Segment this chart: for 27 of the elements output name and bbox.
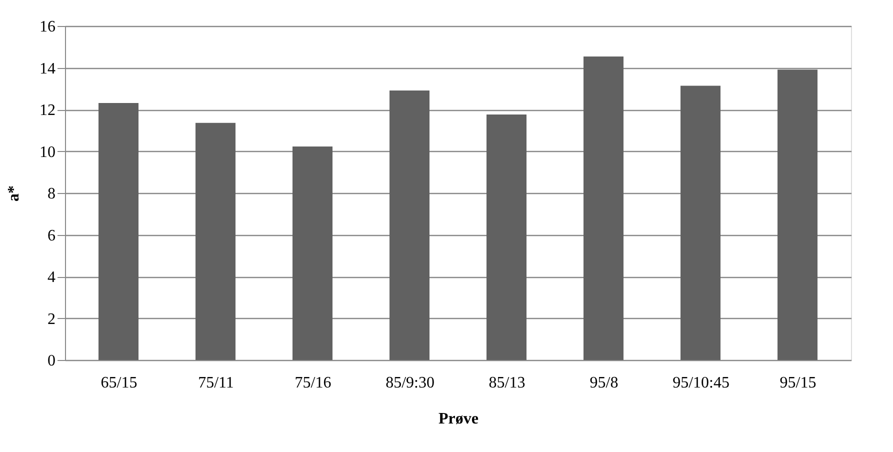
x-axis-title: Prøve <box>438 410 478 428</box>
y-tick-label: 0 <box>48 352 56 370</box>
bar <box>292 146 332 360</box>
x-tick-label: 95/10:45 <box>672 374 730 392</box>
x-tick-label: 75/16 <box>294 374 332 392</box>
x-tick-label: 85/9:30 <box>386 374 434 392</box>
y-tick-label: 12 <box>40 102 56 119</box>
y-tick-label: 8 <box>48 186 56 202</box>
bar <box>98 103 138 360</box>
y-tick-label: 6 <box>48 227 56 244</box>
bar <box>584 56 624 360</box>
y-axis-title: a* <box>6 186 22 202</box>
y-tick-label: 14 <box>40 60 56 78</box>
bar <box>486 114 526 360</box>
x-tick-label: 75/11 <box>198 374 234 392</box>
y-tick-label: 4 <box>48 269 56 286</box>
bar <box>680 86 720 360</box>
y-tick-label: 10 <box>40 144 56 161</box>
y-tick-label: 2 <box>48 310 56 328</box>
x-tick-label: 95/15 <box>780 374 816 392</box>
x-tick-label: 95/8 <box>590 374 618 392</box>
bar <box>778 70 818 360</box>
bar <box>196 122 236 360</box>
x-tick-label: 65/15 <box>100 374 138 392</box>
y-tick-label: 16 <box>40 18 56 36</box>
x-tick-label: 85/13 <box>488 374 526 392</box>
bar <box>390 90 430 360</box>
